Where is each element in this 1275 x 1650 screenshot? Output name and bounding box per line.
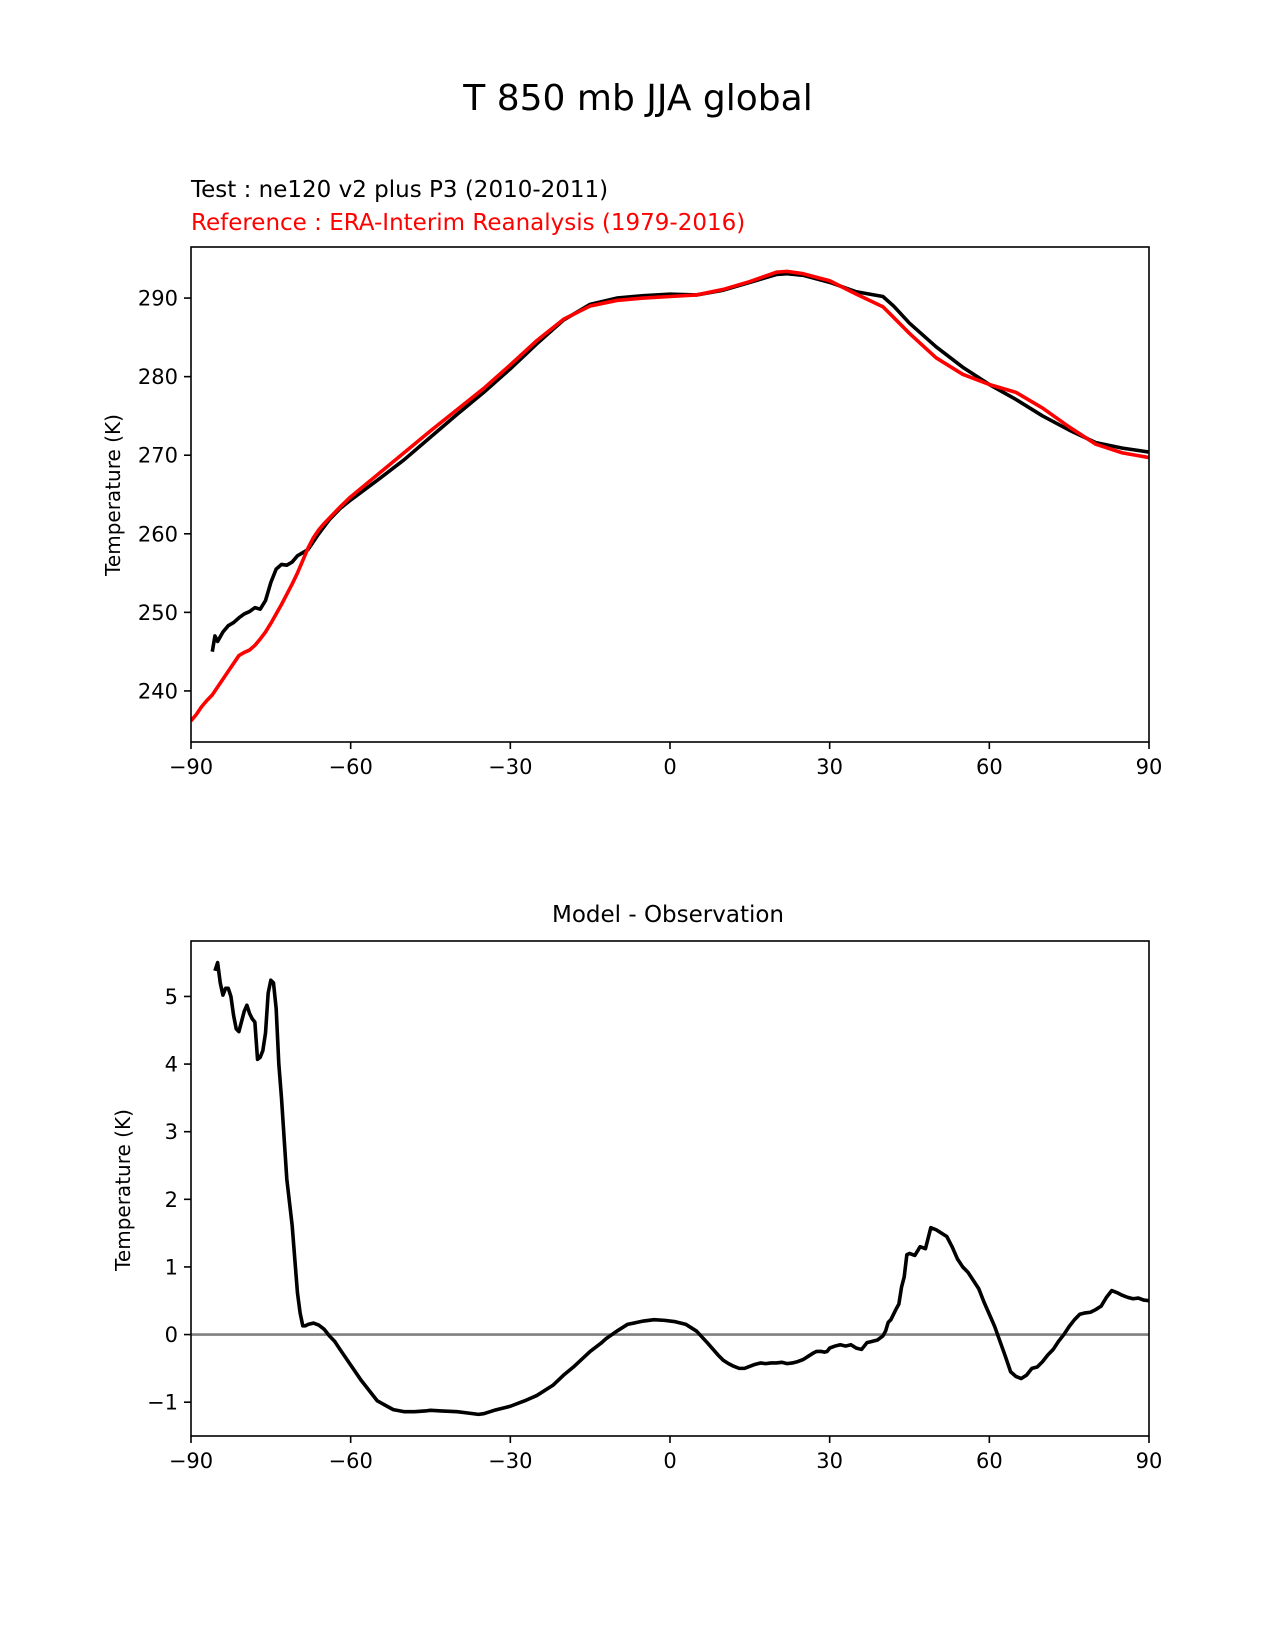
- top-series-line-1: [191, 269, 1149, 722]
- top-y-tick-label: 270: [138, 444, 178, 468]
- bottom-x-tick-label: 90: [1136, 1449, 1163, 1473]
- top-x-tick-label: −90: [169, 755, 213, 779]
- bottom-x-tick-label: 0: [663, 1449, 676, 1473]
- figure-title: T 850 mb JJA global: [462, 78, 812, 119]
- top-y-tick-label: 290: [138, 287, 178, 311]
- top-x-tick-label: 0: [663, 755, 676, 779]
- bottom-y-tick-label: 0: [165, 1323, 178, 1347]
- bottom-y-tick-label: 5: [165, 985, 178, 1009]
- bottom-series-line-0: [213, 960, 1149, 1417]
- top-y-axis-label: Temperature (K): [101, 414, 125, 577]
- bottom-x-tick-label: 60: [976, 1449, 1003, 1473]
- top-plot-area: −90 −60 −30 0 30 60 90 240 250 260 270 280 290: [138, 246, 1163, 779]
- top-y-tick-label: 250: [138, 601, 178, 625]
- bottom-y-tick-label: 2: [165, 1188, 178, 1212]
- reference-label: Reference : ERA-Interim Reanalysis (1979…: [191, 210, 745, 236]
- difference-title: Model - Observation: [552, 902, 784, 928]
- top-x-tick-label: −30: [488, 755, 532, 779]
- bottom-x-tick-label: −30: [488, 1449, 532, 1473]
- panel-difference: Model - Observation Temperature (K) −90−…: [111, 902, 1162, 1473]
- top-x-tick-label: 60: [976, 755, 1003, 779]
- bottom-y-tick-label: 4: [165, 1053, 178, 1077]
- bottom-x-tick-label: −90: [169, 1449, 213, 1473]
- bottom-y-tick-label: −1: [147, 1391, 178, 1415]
- top-x-tick-label: −60: [329, 755, 373, 779]
- bottom-y-axis-label: Temperature (K): [111, 1109, 135, 1272]
- top-x-tick-label: 90: [1136, 755, 1163, 779]
- panel-climatology: Test : ne120 v2 plus P3 (2010-2011) Refe…: [101, 177, 1162, 779]
- bottom-x-tick-label: −60: [329, 1449, 373, 1473]
- bottom-y-tick-label: 3: [165, 1120, 178, 1144]
- top-y-tick-label: 280: [138, 365, 178, 389]
- top-series-line-0: [210, 271, 1149, 652]
- top-y-tick-label: 260: [138, 522, 178, 546]
- top-x-tick-label: 30: [816, 755, 843, 779]
- bottom-plot-area: −90 −60 −30 0 30 60 90 −1 0 1 2 3 4 5: [147, 940, 1163, 1473]
- bottom-y-tick-label: 1: [165, 1255, 178, 1279]
- bottom-x-tick-label: 30: [816, 1449, 843, 1473]
- test-label: Test : ne120 v2 plus P3 (2010-2011): [190, 177, 608, 203]
- top-y-tick-label: 240: [138, 679, 178, 703]
